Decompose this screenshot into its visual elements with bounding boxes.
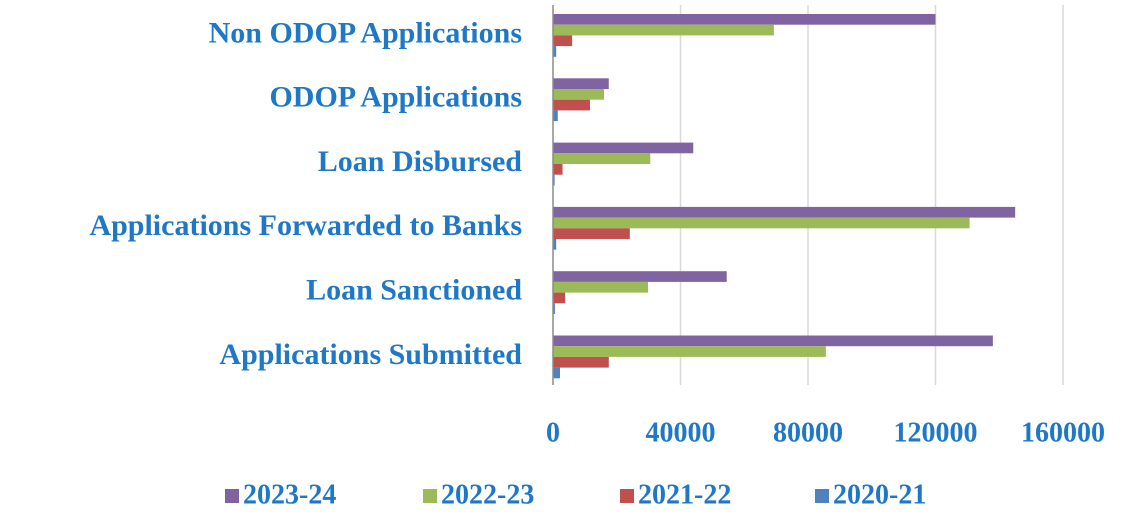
category-label: Loan Sanctioned (306, 273, 522, 306)
bar (553, 217, 970, 229)
x-tick-label: 0 (546, 417, 560, 448)
legend-swatch (815, 489, 829, 503)
bar (553, 78, 609, 89)
bar (553, 281, 648, 293)
x-tick-label: 80000 (773, 417, 843, 448)
category-label: ODOP Applications (269, 81, 522, 114)
bar (553, 153, 651, 164)
bar (553, 14, 936, 25)
bar (553, 335, 993, 347)
x-tick-label: 40000 (646, 417, 716, 448)
bar (553, 356, 609, 368)
legend-label: 2023-24 (243, 479, 336, 510)
legend-swatch (620, 489, 634, 503)
bar (553, 228, 630, 239)
x-tick-label: 120000 (894, 417, 978, 448)
category-label: Applications Forwarded to Banks (89, 209, 522, 242)
category-label: Non ODOP Applications (209, 16, 522, 49)
bar (553, 367, 561, 379)
bar (553, 110, 558, 122)
category-label: Applications Submitted (219, 338, 522, 371)
category-label: Loan Disbursed (318, 145, 523, 178)
legend-label: 2022-23 (441, 479, 534, 510)
bar (553, 164, 563, 175)
bar (553, 46, 557, 57)
bar (553, 142, 694, 154)
bar (553, 346, 826, 357)
bar (553, 174, 555, 186)
bar (553, 292, 566, 304)
x-tick-label: 160000 (1021, 417, 1105, 448)
bar (553, 271, 727, 282)
legend-label: 2021-22 (638, 479, 731, 510)
legend-label: 2020-21 (833, 479, 926, 510)
legend-swatch (225, 489, 239, 503)
bar (553, 239, 557, 250)
bar (553, 303, 555, 314)
bar (553, 24, 774, 36)
bar (553, 99, 590, 111)
bar (553, 206, 1016, 218)
legend-swatch (423, 489, 437, 503)
bar (553, 89, 604, 100)
bar (553, 35, 573, 47)
